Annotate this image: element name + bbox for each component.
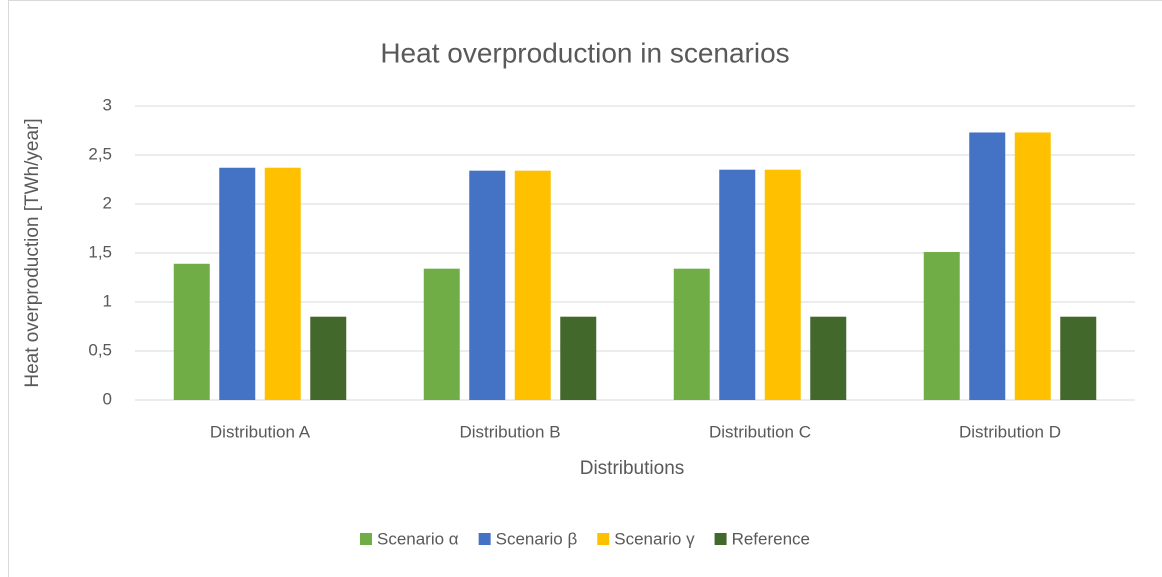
bar [810, 316, 847, 400]
legend-swatch [714, 533, 727, 545]
bar [173, 263, 210, 400]
bar [264, 167, 301, 400]
chart-title: Heat overproduction in scenarios [380, 37, 789, 68]
bar [560, 316, 597, 400]
bar [719, 169, 756, 400]
legend-label: Scenario α [377, 529, 459, 548]
y-tick-label: 1 [103, 291, 112, 310]
legend-label: Reference [732, 529, 810, 548]
bar [469, 170, 506, 400]
bar [1014, 132, 1051, 400]
bar [310, 316, 347, 400]
y-tick-label: 3 [103, 95, 112, 114]
x-axis-label: Distributions [580, 458, 685, 479]
x-tick-label: Distribution A [210, 422, 311, 441]
bar [764, 169, 801, 400]
legend-swatch [597, 533, 610, 545]
y-tick-label: 2 [103, 193, 112, 212]
bar [514, 170, 551, 400]
legend-swatch [359, 533, 372, 545]
y-tick-label: 2,5 [88, 144, 112, 163]
legend-swatch [478, 533, 491, 545]
bar [219, 167, 256, 400]
y-tick-label: 0,5 [88, 340, 112, 359]
legend-label: Scenario β [496, 529, 578, 548]
x-tick-label: Distribution D [959, 422, 1061, 441]
bar [423, 268, 460, 400]
chart-border [8, 0, 1162, 577]
bar [673, 268, 710, 400]
y-axis-label: Heat overproduction [TWh/year] [22, 118, 43, 387]
y-tick-label: 1,5 [88, 242, 112, 261]
x-tick-label: Distribution B [459, 422, 560, 441]
bar [969, 132, 1006, 400]
x-tick-label: Distribution C [709, 422, 811, 441]
bar [1060, 316, 1097, 400]
bar [923, 252, 960, 400]
y-tick-label: 0 [103, 389, 112, 408]
legend-label: Scenario γ [614, 529, 695, 548]
